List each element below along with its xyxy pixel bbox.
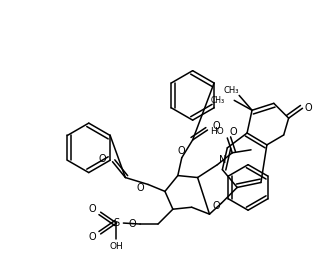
- Text: O: O: [88, 232, 96, 242]
- Text: OH: OH: [109, 242, 123, 251]
- Text: O: O: [129, 219, 136, 229]
- Text: O: O: [305, 103, 312, 113]
- Text: O: O: [229, 127, 237, 137]
- Text: O: O: [137, 183, 144, 193]
- Text: CH₃: CH₃: [223, 86, 239, 95]
- Text: CH₃: CH₃: [210, 96, 224, 105]
- Text: O: O: [212, 201, 220, 211]
- Text: O: O: [99, 154, 107, 164]
- Text: O: O: [178, 146, 186, 156]
- Text: HO: HO: [211, 127, 224, 136]
- Text: N: N: [220, 155, 227, 165]
- Text: O: O: [88, 204, 96, 214]
- Text: O: O: [212, 121, 220, 131]
- Text: S: S: [113, 218, 120, 228]
